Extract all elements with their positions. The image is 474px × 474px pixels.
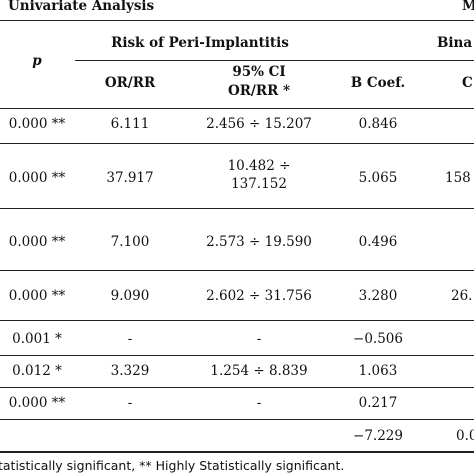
ci-header-line2: OR/RR *	[227, 83, 291, 99]
row4-extra: 26.	[451, 288, 473, 304]
subheader-rule	[75, 60, 474, 61]
row6-p: 0.012 *	[12, 363, 62, 379]
row5-or: -	[127, 331, 133, 347]
table-rule-bottom	[0, 451, 474, 453]
row2-or: 37.917	[106, 170, 154, 186]
ci-header-line1: 95% CI	[232, 64, 286, 80]
row-rule-3	[0, 270, 474, 271]
row1-ci: 2.456 ÷ 15.207	[206, 116, 312, 132]
row3-or: 7.100	[110, 234, 150, 250]
b-coef-header: B Coef.	[350, 75, 406, 91]
row8-b: −7.229	[353, 428, 403, 444]
footnote: tatistically significant, ** Highly Stat…	[0, 458, 345, 473]
row-rule-2	[0, 208, 474, 209]
row3-ci: 2.573 ÷ 19.590	[206, 234, 312, 250]
row7-p: 0.000 **	[8, 395, 66, 411]
row1-p: 0.000 **	[8, 116, 66, 132]
row4-b: 3.280	[358, 288, 398, 304]
row2-extra: 158	[445, 170, 471, 186]
risk-peri-implantitis-header: Risk of Peri-Implantitis	[111, 35, 289, 51]
row7-ci: -	[256, 395, 262, 411]
row2-ci-cont: 137.152	[231, 176, 287, 192]
binary-header-partial: Bina	[437, 35, 473, 51]
header-rule-bottom	[0, 108, 474, 109]
row2-b: 5.065	[358, 170, 398, 186]
row5-ci: -	[256, 331, 262, 347]
or-rr-header: OR/RR	[104, 75, 156, 91]
row7-or: -	[127, 395, 133, 411]
c-header-partial: C	[462, 75, 473, 91]
row7-b: 0.217	[358, 395, 398, 411]
header-rule-top	[0, 20, 474, 21]
row5-p: 0.001 *	[12, 331, 62, 347]
row2-p: 0.000 **	[8, 170, 66, 186]
row3-p: 0.000 **	[8, 234, 66, 250]
row4-ci: 2.602 ÷ 31.756	[206, 288, 312, 304]
p-column-header: p	[32, 53, 42, 69]
row-rule-1	[0, 143, 474, 144]
row3-b: 0.496	[358, 234, 398, 250]
row2-ci: 10.482 ÷	[227, 158, 291, 174]
row-rule-6	[0, 387, 474, 388]
row1-or: 6.111	[110, 116, 150, 132]
row4-or: 9.090	[110, 288, 150, 304]
row-rule-5	[0, 355, 474, 356]
multivariate-header-partial: M	[462, 0, 474, 14]
row6-ci: 1.254 ÷ 8.839	[210, 363, 308, 379]
row5-b: −0.506	[353, 331, 403, 347]
row6-b: 1.063	[358, 363, 398, 379]
row4-p: 0.000 **	[8, 288, 66, 304]
row-rule-7	[0, 419, 474, 420]
row8-extra: 0.0	[456, 428, 474, 444]
row1-b: 0.846	[358, 116, 398, 132]
row-rule-4	[0, 320, 474, 321]
row6-or: 3.329	[110, 363, 150, 379]
univariate-analysis-header: Univariate Analysis	[8, 0, 155, 14]
